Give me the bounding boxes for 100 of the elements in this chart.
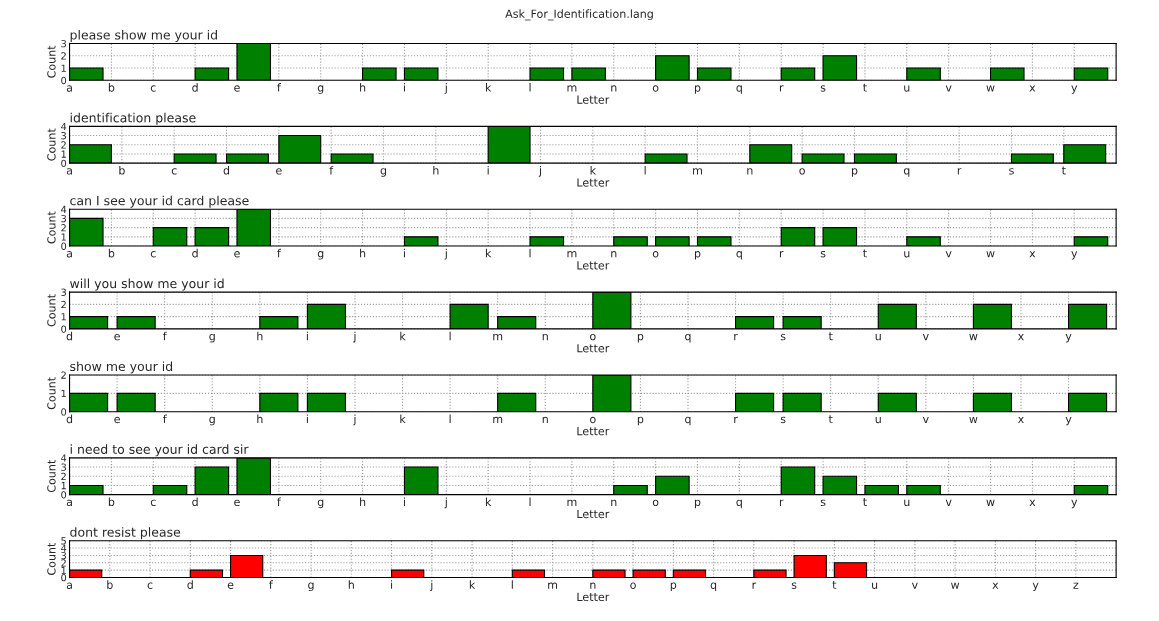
x-tick-label: o xyxy=(652,251,659,258)
y-tick-label: 2 xyxy=(61,472,66,480)
x-tick-label: k xyxy=(400,331,406,341)
x-axis-title: Letter xyxy=(577,592,610,602)
x-tick-label: t xyxy=(863,83,867,92)
x-tick-label: k xyxy=(485,497,492,506)
x-tick-label: r xyxy=(779,251,784,258)
x-tick-label: y xyxy=(1032,582,1039,592)
x-tick-label: t xyxy=(828,415,833,424)
x-tick-label: y xyxy=(1065,416,1072,426)
y-tick-label: 3 xyxy=(61,132,66,140)
y-tick-label: 1 xyxy=(61,482,66,490)
x-tick-label: a xyxy=(66,499,72,507)
x-axis-title: Letter xyxy=(577,344,610,353)
y-tick-label: 4 xyxy=(61,454,67,462)
x-tick-label: g xyxy=(209,333,215,343)
x-tick-label: m xyxy=(567,85,577,92)
x-tick-label: f xyxy=(269,580,273,589)
y-tick-label: 0 xyxy=(61,76,67,85)
y-axis-title: Count xyxy=(47,45,56,78)
y-tick-label: 0 xyxy=(61,242,67,250)
x-tick-label: l xyxy=(529,248,531,258)
y-tick-label: 2 xyxy=(61,559,66,567)
y-tick-label: 2 xyxy=(61,52,66,60)
x-tick-label: g xyxy=(308,582,314,592)
y-tick-label: 4 xyxy=(61,122,67,131)
y-tick-label: 2 xyxy=(61,300,66,309)
y-tick-label: 3 xyxy=(61,288,66,296)
x-tick-label: t xyxy=(863,498,867,506)
x-tick-label: r xyxy=(957,168,962,175)
x-tick-label: q xyxy=(903,168,910,177)
x-tick-label: o xyxy=(590,416,596,424)
x-tick-label: e xyxy=(234,251,240,258)
text: i need to see your id card sir xyxy=(70,444,249,457)
x-tick-label: w xyxy=(969,416,978,424)
x-tick-label: d xyxy=(66,331,73,341)
x-tick-label: r xyxy=(779,499,784,506)
x-tick-label: m xyxy=(693,168,702,175)
y-tick-label: 2 xyxy=(61,141,66,149)
x-tick-label: w xyxy=(969,334,978,341)
x-tick-label: c xyxy=(150,85,156,92)
x-tick-label: l xyxy=(449,414,451,424)
x-tick-label: c xyxy=(147,582,153,589)
x-tick-label: x xyxy=(992,582,999,589)
x-tick-label: n xyxy=(611,85,617,92)
y-tick-label: 5 xyxy=(61,537,66,545)
x-tick-label: e xyxy=(227,582,234,589)
x-tick-label: n xyxy=(590,582,596,589)
x-tick-label: f xyxy=(162,331,167,341)
text: show me your id xyxy=(70,361,173,374)
x-tick-label: n xyxy=(542,333,548,341)
x-tick-label: u xyxy=(904,251,910,258)
y-tick-label: 0 xyxy=(61,574,67,582)
x-tick-label: h xyxy=(433,165,439,175)
x-tick-label: a xyxy=(66,85,72,92)
x-tick-label: o xyxy=(652,85,659,92)
x-tick-label: x xyxy=(1029,85,1036,92)
y-axis-title: Count xyxy=(47,377,56,410)
x-tick-label: f xyxy=(277,83,282,92)
x-tick-label: j xyxy=(444,83,447,94)
x-tick-label: m xyxy=(567,499,577,506)
x-tick-label: l xyxy=(644,165,646,175)
x-tick-label: y xyxy=(1071,85,1078,94)
x-tick-label: h xyxy=(348,580,354,589)
x-tick-label: w xyxy=(951,582,960,589)
x-tick-label: c xyxy=(150,499,156,507)
x-tick-label: r xyxy=(734,333,738,341)
y-tick-label: 3 xyxy=(61,551,66,560)
y-tick-label: 1 xyxy=(61,64,66,72)
x-tick-label: h xyxy=(257,331,263,341)
x-tick-label: s xyxy=(820,85,826,92)
x-axis-title: Letter xyxy=(577,178,610,187)
x-tick-label: m xyxy=(548,582,558,589)
x-tick-label: t xyxy=(1061,166,1066,175)
y-axis-title: Count xyxy=(47,542,56,575)
y-tick-label: 2 xyxy=(61,224,66,232)
x-tick-label: d xyxy=(66,414,73,424)
y-tick-label: 3 xyxy=(61,214,66,223)
y-tick-label: 0 xyxy=(61,325,67,333)
x-tick-label: i xyxy=(487,165,489,175)
x-tick-label: b xyxy=(108,497,115,507)
y-axis-title: Count xyxy=(47,294,56,327)
x-tick-label: x xyxy=(1029,499,1036,506)
x-tick-label: q xyxy=(736,85,742,94)
x-tick-label: p xyxy=(694,85,701,94)
x-tick-label: u xyxy=(875,416,881,424)
x-tick-label: k xyxy=(485,83,492,92)
y-tick-label: 3 xyxy=(61,463,66,471)
x-tick-label: g xyxy=(317,85,324,94)
x-tick-label: c xyxy=(150,251,156,258)
x-tick-label: e xyxy=(276,168,282,175)
x-tick-label: h xyxy=(257,414,263,424)
x-tick-label: p xyxy=(637,416,644,426)
x-tick-label: y xyxy=(1071,251,1078,260)
x-tick-label: n xyxy=(542,416,548,424)
y-tick-label: 4 xyxy=(61,205,67,213)
x-tick-label: p xyxy=(670,582,677,592)
x-tick-label: s xyxy=(1009,168,1014,175)
x-tick-label: j xyxy=(538,165,541,177)
x-tick-label: s xyxy=(780,333,786,341)
